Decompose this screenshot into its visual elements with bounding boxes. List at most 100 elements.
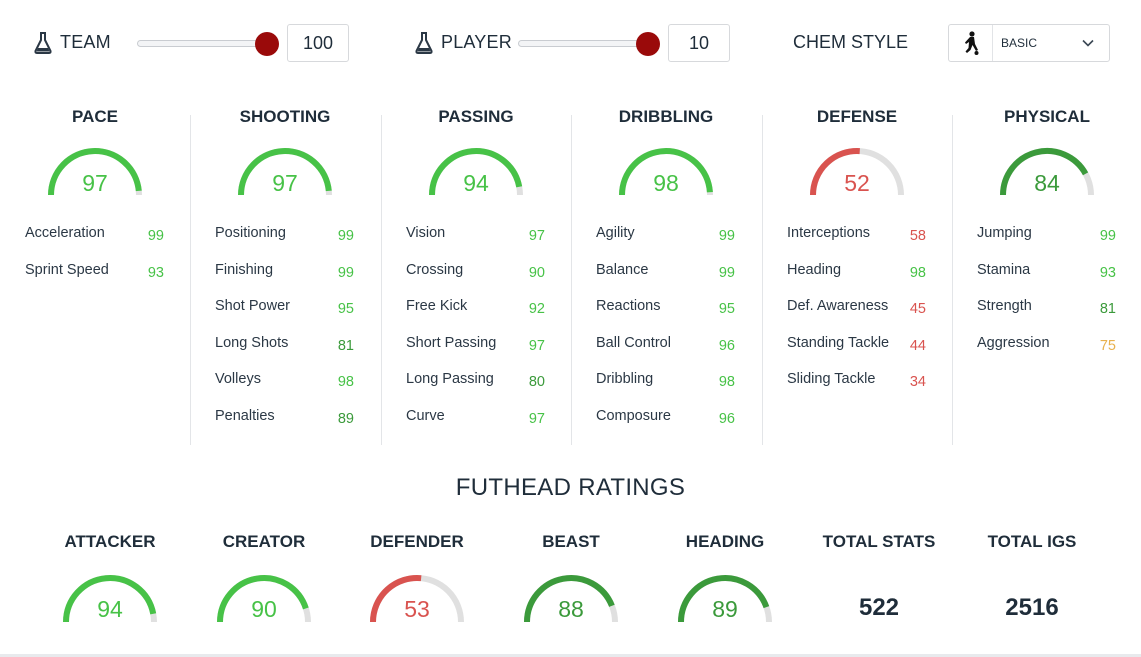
sub-stat-value: 45: [909, 301, 926, 318]
column-divider: [381, 115, 382, 445]
gauge-fill: [1000, 147, 1089, 196]
sub-stat-row: Finishing 99: [190, 260, 380, 297]
sub-stat-value: 93: [1099, 264, 1116, 281]
player-chemistry-slider[interactable]: [518, 32, 660, 56]
flask-icon: [415, 32, 433, 54]
futhead-rating-defender: DEFENDER 53: [340, 528, 494, 648]
gauge-value: 53: [404, 596, 430, 622]
sub-stat-row: Balance 99: [571, 260, 761, 297]
rating-title: CREATOR: [222, 532, 306, 551]
gauge-arc: [1000, 147, 1094, 196]
rating-title: DEFENDER: [370, 532, 464, 551]
total-value: 2516: [1005, 594, 1059, 621]
slider-handle[interactable]: [636, 32, 660, 56]
sub-stat-row: Heading 98: [762, 260, 952, 297]
sub-stat-name: Heading: [787, 261, 842, 278]
sub-stat-name: Jumping: [977, 225, 1032, 241]
team-chemistry-slider[interactable]: [137, 32, 279, 56]
futhead-ratings-title: FUTHEAD RATINGS: [455, 474, 686, 501]
sub-stat-row: Dribbling 98: [571, 369, 761, 406]
gauge-fill: [238, 148, 332, 196]
column-divider: [190, 115, 191, 445]
sub-stat-value: 80: [528, 374, 545, 391]
sub-stat-value: 34: [909, 374, 926, 391]
sub-stat-name: Sliding Tackle: [787, 371, 876, 388]
gauge-value: 97: [272, 170, 298, 196]
gauge-fill: [48, 148, 142, 196]
sub-stat-row: Strength 81: [952, 296, 1141, 333]
gauge-arc: [48, 148, 142, 196]
stat-title: DRIBBLING: [618, 107, 714, 126]
sub-stat-name: Stamina: [977, 261, 1031, 278]
sub-stat-value: 99: [1099, 228, 1116, 244]
sub-stat-name: Volleys: [215, 371, 261, 388]
player-chemistry-input[interactable]: 10: [668, 24, 730, 62]
sub-stat-value: 44: [909, 337, 926, 354]
gauge-value: 89: [712, 596, 738, 622]
sub-stat-list: Acceleration 99 Sprint Speed 93: [0, 223, 190, 296]
rating-gauge: 89: [673, 572, 777, 632]
sub-stat-name: Crossing: [406, 261, 464, 278]
stat-column-defense: DEFENSE 52 Interceptions 58 Heading 98 Def. Aw…: [762, 95, 952, 455]
stat-column-shooting: SHOOTING 97 Positioning 99 Finishing 99 Shot P…: [190, 95, 380, 455]
rating-gauge: 97: [233, 145, 337, 205]
rating-gauge: 97: [43, 145, 147, 205]
sub-stat-row: Shot Power 95: [190, 296, 380, 333]
sub-stat-name: Agility: [596, 225, 635, 241]
gauge-arc: [524, 575, 618, 623]
futhead-total-1: TOTAL IGS 2516: [955, 528, 1109, 648]
sub-stat-value: 98: [718, 374, 735, 391]
stat-title: SHOOTING: [239, 107, 331, 126]
sub-stat-value: 97: [528, 410, 545, 427]
sub-stat-row: Acceleration 99: [0, 223, 190, 260]
chem-style-select[interactable]: BASIC: [948, 24, 1110, 62]
futhead-rating-beast: BEAST 88: [494, 528, 648, 648]
column-divider: [762, 115, 763, 445]
stat-title: PASSING: [438, 107, 514, 126]
sub-stat-name: Interceptions: [787, 225, 871, 241]
sub-stat-row: Crossing 90: [381, 260, 571, 297]
rating-gauge: 84: [995, 145, 1099, 205]
sub-stat-name: Reactions: [596, 298, 661, 315]
gauge-value: 84: [1034, 170, 1060, 196]
chevron-down-icon: [1082, 39, 1094, 47]
gauge-fill: [370, 575, 422, 623]
sub-stat-value: 81: [1099, 301, 1116, 318]
sub-stat-row: Long Shots 81: [190, 333, 380, 370]
slider-handle[interactable]: [255, 32, 279, 56]
stat-title: DEFENSE: [816, 107, 898, 126]
chem-style-value: BASIC: [1001, 36, 1038, 50]
sub-stat-list: Agility 99 Balance 99 Reactions 95 Ball Contro…: [571, 223, 761, 443]
gauge-arc: [619, 148, 713, 196]
sub-stat-name: Free Kick: [406, 298, 468, 315]
sub-stat-row: Sliding Tackle 34: [762, 369, 952, 406]
sub-stat-name: Penalties: [215, 407, 275, 424]
gauge-fill: [810, 148, 860, 196]
rating-title: BEAST: [542, 532, 600, 551]
rating-gauge: 52: [805, 145, 909, 205]
team-chemistry-input[interactable]: 100: [287, 24, 349, 62]
sub-stat-value: 90: [528, 264, 545, 281]
flask-icon: [34, 32, 52, 54]
sub-stat-row: Reactions 95: [571, 296, 761, 333]
total-value: 522: [858, 594, 900, 621]
chem-style-label: CHEM STYLE: [793, 32, 909, 52]
chem-style-icon-box: [949, 25, 993, 61]
sub-stat-list: Vision 97 Crossing 90 Free Kick 92 Short Passi…: [381, 223, 571, 443]
chemistry-toolbar: TEAM 100 PLAYER 10 CHEM STYLE BASIC: [0, 0, 1141, 85]
sub-stat-row: Vision 97: [381, 223, 571, 260]
sub-stat-name: Composure: [596, 407, 671, 424]
stat-column-passing: PASSING 94 Vision 97 Crossing 90 Free Kick 92 Sh…: [381, 95, 571, 455]
gauge-arc: [810, 148, 904, 196]
sub-stat-value: 95: [337, 301, 354, 318]
sub-stat-value: 99: [337, 264, 354, 281]
sub-stat-row: Agility 99: [571, 223, 761, 260]
gauge-arc: [63, 575, 157, 623]
sub-stat-name: Long Passing: [406, 371, 494, 388]
gauge-value: 88: [558, 596, 584, 622]
sub-stat-value: 95: [718, 301, 735, 318]
stat-title: PHYSICAL: [1004, 107, 1090, 126]
sub-stat-row: Interceptions 58: [762, 223, 952, 260]
sub-stat-name: Vision: [406, 225, 446, 241]
futhead-total-0: TOTAL STATS 522: [802, 528, 956, 648]
